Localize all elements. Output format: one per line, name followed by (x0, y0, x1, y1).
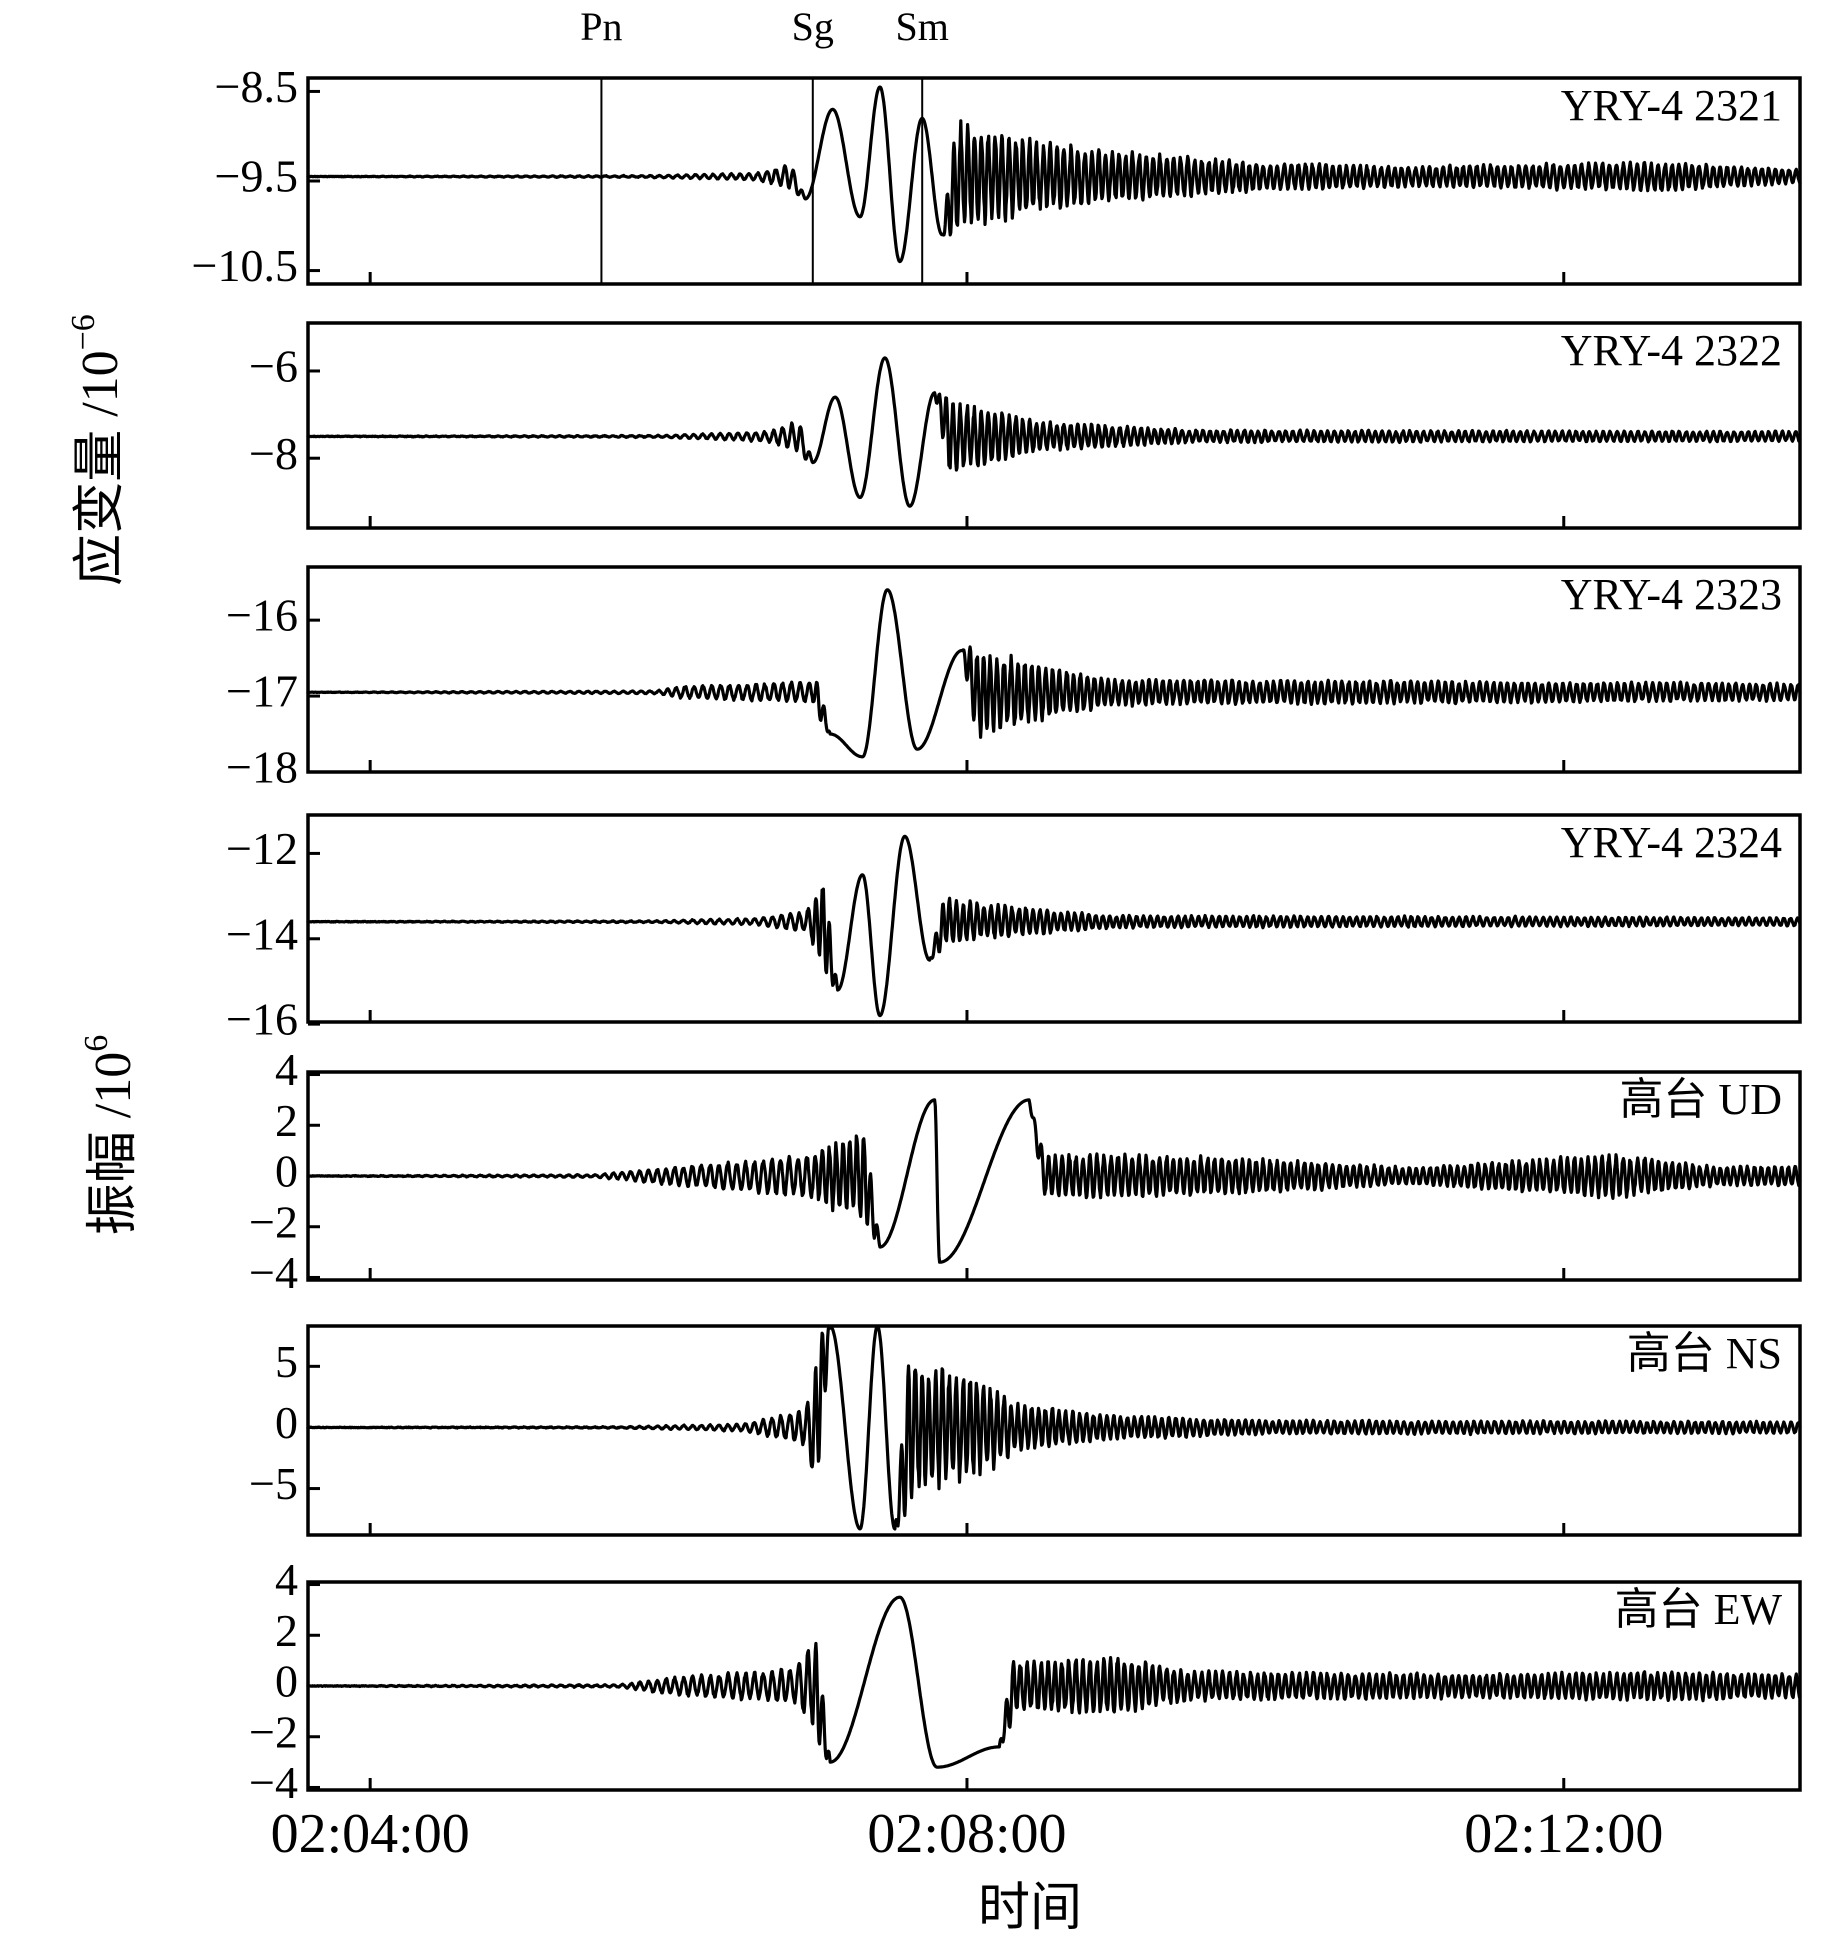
strain-axis-label: 应变量 /10−6 (65, 314, 129, 586)
y-tick-label: −6 (249, 341, 298, 392)
panel-frame (306, 565, 1802, 774)
y-tick-label: 0 (275, 1146, 298, 1197)
panel-label: YRY-4 2323 (1561, 570, 1782, 619)
amplitude-axis-label: 振幅 /106 (78, 1035, 142, 1235)
waveform-trace (306, 1326, 1802, 1531)
panel-5: 5 0 −5 高台 NS (249, 1324, 1802, 1537)
y-tick-label: 0 (275, 1397, 298, 1448)
x-tick-label: 02:12:00 (1464, 1803, 1663, 1865)
y-tick-label: −4 (249, 1757, 298, 1808)
panel-label: YRY-4 2322 (1561, 326, 1782, 375)
waveform-trace (306, 1595, 1802, 1769)
y-tick-label: −4 (249, 1247, 298, 1298)
y-tick-label: −16 (226, 590, 298, 641)
y-tick-label: −5 (249, 1458, 298, 1509)
panel-frame (306, 321, 1802, 530)
phase-markers: Pn Sg Sm (580, 4, 949, 284)
waveform-trace (306, 588, 1802, 759)
panel-2: −16 −17 −18 YRY-4 2323 (226, 565, 1802, 793)
y-tick-label: −8.5 (215, 61, 298, 112)
y-tick-label: −17 (226, 666, 298, 717)
amplitude-axis-label-exp: 6 (78, 1035, 115, 1052)
panels: −8.5 −9.5 −10.5 YRY-4 2321 −6 −8 YRY-4 2322 −16… (192, 61, 1802, 1808)
y-tick-label: −8 (249, 428, 298, 479)
strain-axis-label-exp: −6 (65, 314, 102, 350)
strain-axis-label-text: 应变量 /10 (72, 350, 129, 585)
panel-3: −12 −14 −16 YRY-4 2324 (226, 813, 1802, 1045)
y-tick-label: 5 (275, 1336, 298, 1387)
y-tick-label: 0 (275, 1656, 298, 1707)
x-axis: 02:04:00 02:08:00 02:12:00 (271, 1803, 1664, 1865)
x-tick-label: 02:04:00 (271, 1803, 470, 1865)
panel-1: −6 −8 YRY-4 2322 (249, 321, 1802, 530)
amplitude-axis-label-text: 振幅 /10 (85, 1052, 142, 1235)
y-tick-label: −12 (226, 823, 298, 874)
panel-label: YRY-4 2324 (1561, 818, 1782, 867)
phase-label-sg: Sg (792, 4, 834, 49)
waveform-trace (306, 85, 1802, 264)
panel-label: 高台 EW (1615, 1585, 1783, 1634)
panel-6: 420−2−4 高台 EW (249, 1554, 1802, 1808)
y-tick-label: 4 (275, 1044, 298, 1095)
waveform-trace (306, 1098, 1802, 1264)
y-tick-label: −9.5 (215, 151, 298, 202)
y-tick-label: −18 (226, 742, 298, 793)
y-tick-label: −10.5 (192, 240, 298, 291)
y-tick-label: −2 (249, 1196, 298, 1247)
panel-4: 420−2−4 高台 UD (249, 1044, 1802, 1298)
y-tick-label: 4 (275, 1554, 298, 1605)
x-tick-label: 02:08:00 (867, 1803, 1066, 1865)
x-axis-label: 时间 (978, 1880, 1082, 1937)
panel-frame (306, 1324, 1802, 1537)
y-tick-label: 2 (275, 1605, 298, 1656)
y-tick-label: −2 (249, 1706, 298, 1757)
waveform-trace (306, 356, 1802, 508)
y-tick-label: −16 (226, 994, 298, 1045)
panel-label: 高台 UD (1619, 1075, 1782, 1124)
panel-frame (306, 813, 1802, 1024)
panel-label: 高台 NS (1627, 1329, 1782, 1378)
waveform-trace (306, 834, 1802, 1018)
panel-label: YRY-4 2321 (1561, 81, 1782, 130)
panel-0: −8.5 −9.5 −10.5 YRY-4 2321 (192, 61, 1802, 291)
phase-label-pn: Pn (580, 4, 622, 49)
y-tick-label: 2 (275, 1095, 298, 1146)
phase-label-sm: Sm (896, 4, 949, 49)
y-tick-label: −14 (226, 908, 298, 959)
